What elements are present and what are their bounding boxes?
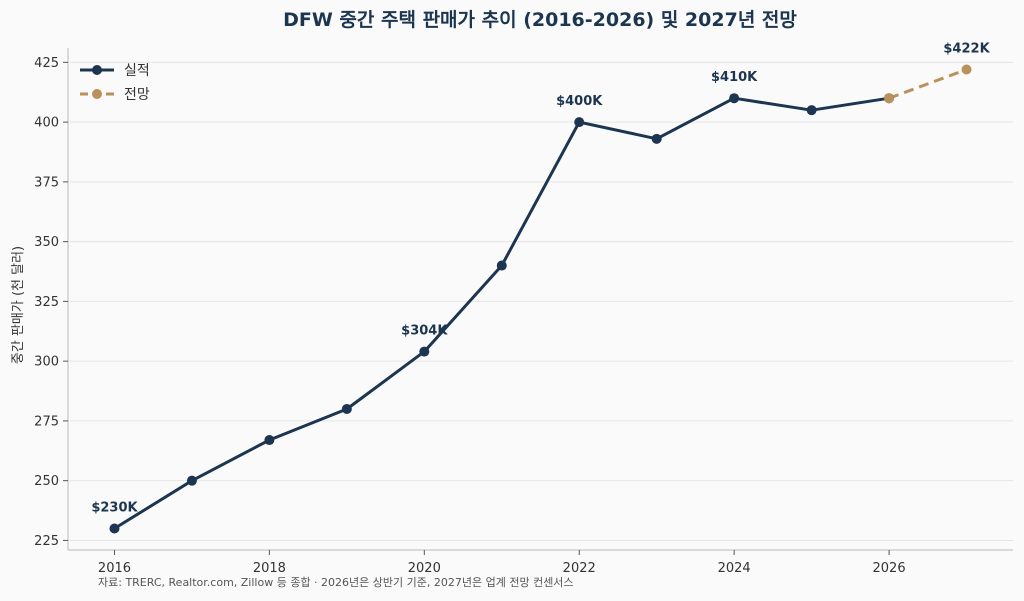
data-point-actual bbox=[651, 133, 662, 144]
data-point-actual bbox=[806, 105, 817, 116]
x-tick-label: 2018 bbox=[253, 561, 286, 576]
y-axis-label: 중간 판매가 (천 달러) bbox=[11, 246, 26, 364]
legend-marker bbox=[92, 65, 102, 75]
data-point-forecast bbox=[884, 93, 895, 104]
data-point-actual bbox=[264, 435, 275, 446]
data-labels: $230K $304K $400K $410K $422K bbox=[91, 42, 990, 516]
data-label: $230K bbox=[91, 500, 138, 515]
y-tick-label: 300 bbox=[34, 355, 59, 370]
y-tick-label: 225 bbox=[34, 534, 59, 549]
y-tick-label: 400 bbox=[34, 116, 59, 131]
data-label: $304K bbox=[401, 324, 448, 339]
series-group bbox=[109, 64, 972, 534]
data-point-actual bbox=[109, 523, 120, 534]
legend-label: 전망 bbox=[124, 87, 150, 103]
chart-title: DFW 중간 주택 판매가 추이 (2016-2026) 및 2027년 전망 bbox=[283, 9, 797, 31]
y-axis-ticks: 225 250 275 300 325 350 375 400 425 bbox=[34, 56, 68, 549]
data-label: $400K bbox=[556, 94, 603, 109]
source-note: 자료: TRERC, Realtor.com, Zillow 등 종합 · 20… bbox=[98, 576, 574, 589]
y-tick-label: 275 bbox=[34, 414, 59, 429]
y-tick-label: 325 bbox=[34, 295, 59, 310]
y-tick-label: 375 bbox=[34, 175, 59, 190]
data-label: $410K bbox=[711, 70, 758, 85]
x-tick-label: 2024 bbox=[718, 561, 751, 576]
series-line-actual bbox=[113, 96, 890, 530]
x-axis-ticks: 2016 2018 2020 2022 2024 2026 bbox=[98, 550, 906, 576]
data-point-forecast bbox=[961, 64, 972, 75]
x-tick-label: 2022 bbox=[563, 561, 596, 576]
data-point-actual bbox=[574, 117, 585, 128]
y-tick-label: 350 bbox=[34, 235, 59, 250]
data-label: $422K bbox=[943, 42, 990, 57]
x-tick-label: 2016 bbox=[98, 561, 131, 576]
legend-label: 실적 bbox=[124, 63, 150, 79]
y-tick-label: 250 bbox=[34, 474, 59, 489]
axes bbox=[67, 48, 1013, 551]
y-tick-label: 425 bbox=[34, 56, 59, 71]
data-point-actual bbox=[341, 403, 352, 414]
data-point-actual bbox=[496, 260, 507, 271]
x-tick-label: 2026 bbox=[873, 561, 906, 576]
data-point-actual bbox=[729, 93, 740, 104]
series-line-forecast bbox=[888, 68, 968, 100]
data-point-actual bbox=[186, 475, 197, 486]
grid bbox=[68, 61, 1013, 541]
legend-marker bbox=[92, 89, 102, 99]
data-point-actual bbox=[419, 346, 430, 357]
x-tick-label: 2020 bbox=[408, 561, 441, 576]
